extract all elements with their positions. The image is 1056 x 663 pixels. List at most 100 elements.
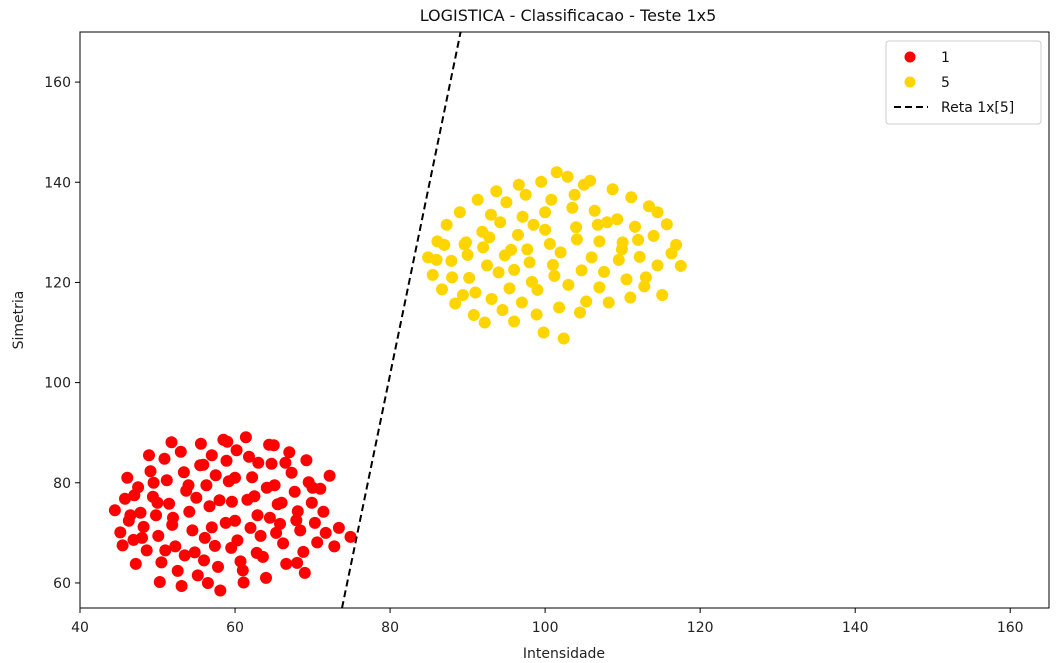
point-series-1 — [175, 580, 188, 592]
y-tick-label: 60 — [53, 576, 71, 592]
point-series-1 — [150, 509, 162, 522]
point-series-1 — [275, 496, 288, 509]
point-series-5 — [593, 235, 606, 248]
point-series-1 — [213, 494, 226, 507]
point-series-1 — [291, 505, 304, 518]
point-series-5 — [647, 229, 660, 242]
y-axis: 60 80 100 120 140 160 — [44, 75, 80, 592]
point-series-5 — [561, 170, 574, 183]
point-series-1 — [143, 449, 155, 462]
point-series-5 — [530, 308, 543, 321]
point-series-5 — [463, 271, 476, 284]
point-series-1 — [243, 450, 255, 463]
point-series-5 — [554, 246, 567, 259]
point-series-1 — [220, 454, 233, 467]
point-series-5 — [570, 221, 583, 234]
legend: 1 5 Reta 1x[5] — [885, 40, 1042, 125]
point-series-1 — [177, 466, 190, 479]
point-series-5 — [611, 213, 624, 226]
point-series-1 — [205, 521, 218, 534]
point-series-1 — [252, 456, 265, 469]
point-series-5 — [625, 191, 638, 204]
point-series-1 — [178, 549, 191, 562]
point-series-1 — [277, 537, 290, 550]
point-series-1 — [194, 437, 207, 450]
point-series-5 — [508, 263, 521, 276]
legend-label: 1 — [941, 50, 950, 66]
point-series-1 — [186, 524, 199, 537]
point-series-1 — [128, 489, 141, 502]
point-series-1 — [297, 545, 310, 558]
point-series-1 — [159, 544, 172, 557]
point-series-5 — [624, 291, 637, 304]
point-series-1 — [267, 439, 280, 452]
point-series-5 — [570, 233, 583, 246]
point-series-5 — [519, 188, 532, 201]
x-axis-label: Intensidade — [523, 646, 605, 662]
point-series-1 — [300, 454, 313, 467]
point-series-1 — [140, 544, 153, 557]
point-series-5 — [612, 253, 625, 266]
point-series-5 — [545, 193, 558, 206]
point-series-5 — [633, 250, 646, 263]
point-series-1 — [205, 449, 218, 462]
point-series-1 — [263, 511, 276, 524]
point-series-5 — [484, 208, 497, 221]
point-series-5 — [478, 316, 491, 329]
point-series-1 — [279, 456, 292, 469]
point-series-1 — [119, 492, 131, 505]
point-series-5 — [512, 178, 525, 191]
point-series-1 — [158, 452, 171, 465]
plot-frame — [79, 31, 1050, 609]
x-tick-label: 40 — [71, 620, 89, 636]
point-series-1 — [116, 539, 129, 552]
point-series-1 — [260, 571, 272, 584]
point-series-5 — [527, 218, 540, 231]
point-series-5 — [670, 238, 683, 251]
point-series-5 — [568, 188, 581, 201]
point-series-1 — [250, 546, 263, 559]
point-series-5 — [503, 282, 516, 295]
point-series-1 — [200, 479, 213, 492]
point-series-1 — [121, 471, 134, 484]
point-series-5 — [461, 248, 474, 261]
point-series-5 — [438, 238, 451, 251]
x-tick-label: 140 — [842, 620, 869, 636]
point-series-5 — [515, 296, 528, 309]
point-series-5 — [539, 206, 552, 219]
point-series-5 — [469, 286, 482, 299]
point-series-5 — [574, 306, 586, 319]
point-series-1 — [221, 435, 234, 448]
point-series-1 — [251, 509, 264, 522]
point-series-1 — [209, 469, 222, 482]
point-series-1 — [311, 536, 324, 549]
point-series-5 — [674, 259, 687, 272]
point-series-5 — [445, 254, 458, 267]
point-series-5 — [548, 269, 561, 282]
y-tick-label: 80 — [53, 476, 71, 492]
point-series-5 — [512, 228, 524, 241]
point-series-5 — [606, 183, 619, 196]
point-series-1 — [317, 505, 330, 518]
point-series-5 — [496, 304, 509, 316]
point-series-5 — [575, 264, 588, 277]
point-series-5 — [660, 218, 673, 231]
x-tick-label: 120 — [687, 620, 714, 636]
point-series-1 — [190, 491, 203, 504]
point-series-1 — [155, 556, 168, 569]
point-series-5 — [492, 266, 505, 279]
point-series-5 — [550, 166, 563, 179]
point-series-1 — [147, 476, 160, 489]
y-tick-label: 140 — [44, 175, 71, 191]
point-series-5 — [523, 256, 536, 269]
point-series-5 — [426, 268, 439, 281]
point-series-1 — [182, 479, 195, 492]
point-series-1 — [188, 546, 201, 559]
point-series-1 — [288, 485, 301, 498]
point-series-1 — [285, 466, 298, 479]
point-series-5 — [543, 237, 556, 250]
point-series-1 — [323, 469, 336, 482]
point-series-1 — [151, 496, 164, 509]
point-series-1 — [225, 541, 238, 554]
point-series-1 — [239, 431, 252, 444]
